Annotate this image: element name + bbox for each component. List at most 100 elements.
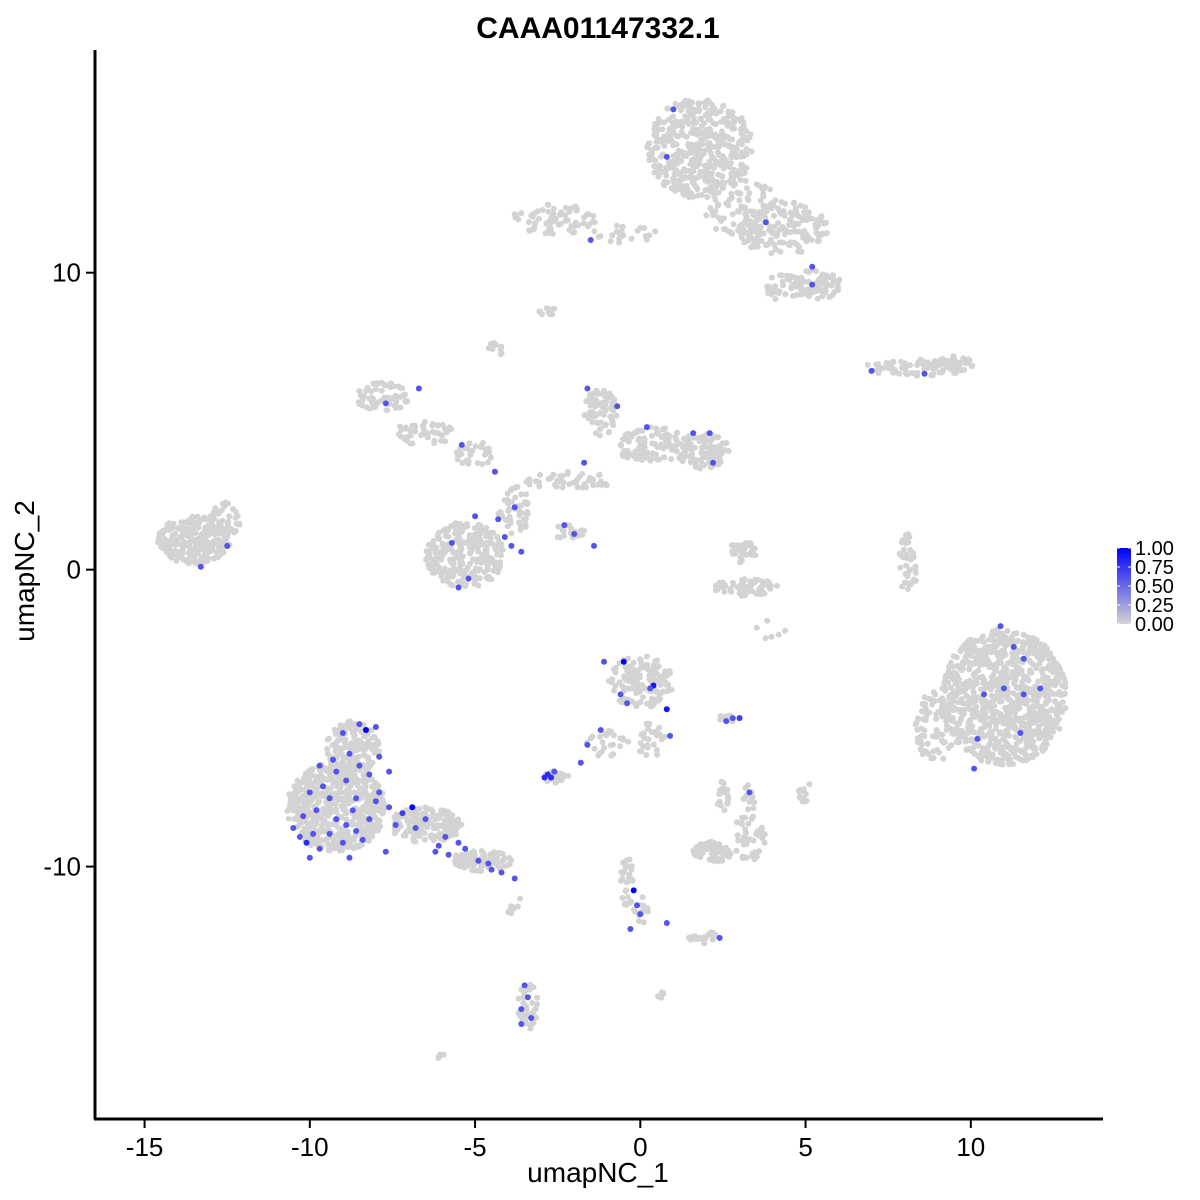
cell-point <box>764 617 771 624</box>
cell-point <box>685 142 692 149</box>
cell-point <box>701 148 708 155</box>
cell-point <box>828 274 835 281</box>
cell-point <box>545 208 552 215</box>
cell-point <box>1033 713 1040 720</box>
cell-point <box>225 518 232 525</box>
cell-point <box>739 855 746 862</box>
cell-point <box>486 573 492 580</box>
cell-point <box>525 219 532 226</box>
expressing-cell-point <box>663 706 670 713</box>
cell-point <box>403 437 410 444</box>
expressing-cell-point <box>729 715 736 722</box>
cell-point <box>1036 661 1043 667</box>
cell-point <box>426 565 433 571</box>
cell-point <box>639 894 646 901</box>
cell-point <box>780 239 786 246</box>
cell-point <box>409 440 416 447</box>
cell-point <box>720 848 727 855</box>
cell-point <box>709 844 716 851</box>
cell-point <box>592 430 599 437</box>
cell-point <box>574 484 581 491</box>
cell-point <box>733 154 740 161</box>
cell-point <box>597 233 604 240</box>
cell-point <box>1037 734 1043 741</box>
cell-point <box>648 432 655 439</box>
cell-point <box>1001 676 1008 683</box>
cell-point <box>714 849 721 856</box>
cell-point <box>740 841 747 848</box>
expressing-cell-point <box>710 459 716 466</box>
expressing-cell-point <box>349 807 356 814</box>
cell-point <box>372 386 379 393</box>
cell-point <box>498 343 505 350</box>
cell-point <box>638 657 644 664</box>
cell-point <box>712 197 719 203</box>
cell-point <box>383 407 390 414</box>
cell-point <box>547 227 554 234</box>
cell-point <box>803 217 810 223</box>
cell-point <box>1003 740 1010 747</box>
cell-point <box>673 132 680 139</box>
cell-point <box>423 556 430 563</box>
cell-point <box>1000 736 1007 742</box>
cell-point <box>407 427 414 434</box>
expressing-cell-point <box>637 911 644 918</box>
expressing-cell-point <box>445 851 452 858</box>
cell-point <box>1006 719 1013 725</box>
cell-point <box>166 544 173 551</box>
cell-point <box>955 699 961 706</box>
cell-point <box>579 484 586 491</box>
cell-point <box>750 805 757 811</box>
cell-point <box>644 144 651 151</box>
cell-point <box>564 471 571 477</box>
cell-point <box>947 684 954 691</box>
cell-point <box>782 226 789 233</box>
cell-point <box>776 207 783 214</box>
cell-point <box>1010 750 1017 757</box>
cell-point <box>696 146 703 153</box>
cell-point <box>797 202 804 209</box>
cell-point <box>633 690 640 697</box>
cell-point <box>648 703 654 710</box>
cell-point <box>302 773 309 780</box>
cell-point <box>932 733 939 740</box>
cell-point <box>648 147 655 154</box>
cell-point <box>904 555 911 562</box>
cell-point <box>693 151 700 158</box>
cell-point <box>1010 700 1016 707</box>
cell-point <box>438 822 445 829</box>
expressing-cell-point <box>1020 655 1027 662</box>
cell-point <box>826 294 833 300</box>
cell-point <box>611 687 618 694</box>
cell-point <box>1053 711 1060 718</box>
cell-point <box>494 533 501 540</box>
cell-point <box>1010 718 1017 725</box>
expressing-cell-point <box>921 370 928 377</box>
cell-point <box>657 137 663 143</box>
cell-point <box>368 388 375 395</box>
cell-point <box>654 429 661 436</box>
cell-point <box>629 670 636 677</box>
cell-point <box>803 268 810 275</box>
cell-point <box>496 849 503 856</box>
cell-point <box>520 516 527 523</box>
cell-point <box>559 484 566 491</box>
cell-point <box>1040 648 1046 655</box>
legend-tick-label: 0.25 <box>1135 595 1174 617</box>
cell-point <box>511 485 518 492</box>
cell-point <box>910 554 917 561</box>
expressing-cell-point <box>409 804 416 811</box>
cell-point <box>342 722 349 729</box>
cell-point <box>983 651 989 658</box>
cell-point <box>702 840 709 847</box>
cell-point <box>670 186 677 193</box>
cell-point <box>1044 724 1050 731</box>
cell-point <box>308 768 315 775</box>
expressing-cell-point <box>581 459 588 466</box>
expressing-cell-point <box>528 1015 535 1021</box>
cell-point <box>806 781 813 788</box>
cell-point <box>356 819 362 826</box>
cell-point <box>601 388 608 395</box>
cell-point <box>470 534 477 541</box>
cell-point <box>766 186 773 193</box>
